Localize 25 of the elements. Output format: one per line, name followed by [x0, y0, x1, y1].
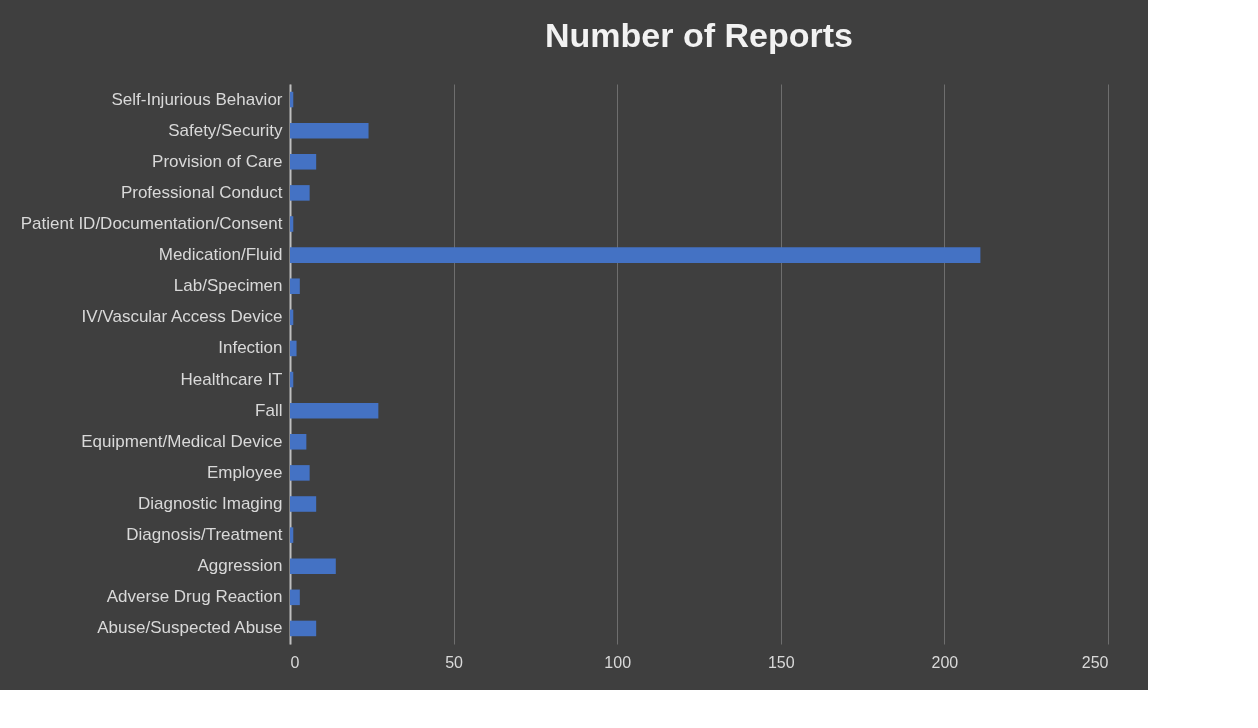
- y-tick-label: Lab/Specimen: [173, 276, 283, 296]
- y-tick-label: Aggression: [197, 556, 283, 576]
- y-tick-label: Medication/Fluid: [158, 245, 283, 265]
- y-tick-label: Self-Injurious Behavior: [111, 89, 283, 109]
- y-tick-label: Professional Conduct: [120, 182, 283, 202]
- y-tick-label: Patient ID/Documentation/Consent: [20, 214, 283, 233]
- y-tick-label: Safety/Security: [168, 120, 283, 140]
- x-tick-label: 50: [445, 653, 464, 671]
- y-tick-label: Diagnostic Imaging: [137, 494, 283, 513]
- y-tick-label: Abuse/Suspected Abuse: [97, 618, 283, 638]
- y-tick-label: Provision of Care: [152, 151, 283, 171]
- x-tick-label: 0: [290, 653, 300, 671]
- y-tick-label: Equipment/Medical Device: [81, 431, 283, 451]
- x-tick-label: 100: [604, 653, 632, 671]
- y-tick-label: Infection: [218, 338, 283, 358]
- y-tick-label: Employee: [206, 462, 283, 482]
- y-tick-label: Fall: [255, 400, 283, 420]
- x-tick-label: 200: [931, 653, 959, 671]
- y-tick-label: IV/Vascular Access Device: [81, 307, 283, 327]
- y-tick-label: Adverse Drug Reaction: [106, 587, 283, 607]
- y-tick-label: Healthcare IT: [180, 369, 283, 389]
- x-tick-label: 150: [767, 653, 795, 671]
- x-tick-label: 250: [1081, 653, 1109, 671]
- chart-title: Number of Reports: [545, 16, 853, 54]
- y-tick-label: Diagnosis/Treatment: [126, 525, 283, 545]
